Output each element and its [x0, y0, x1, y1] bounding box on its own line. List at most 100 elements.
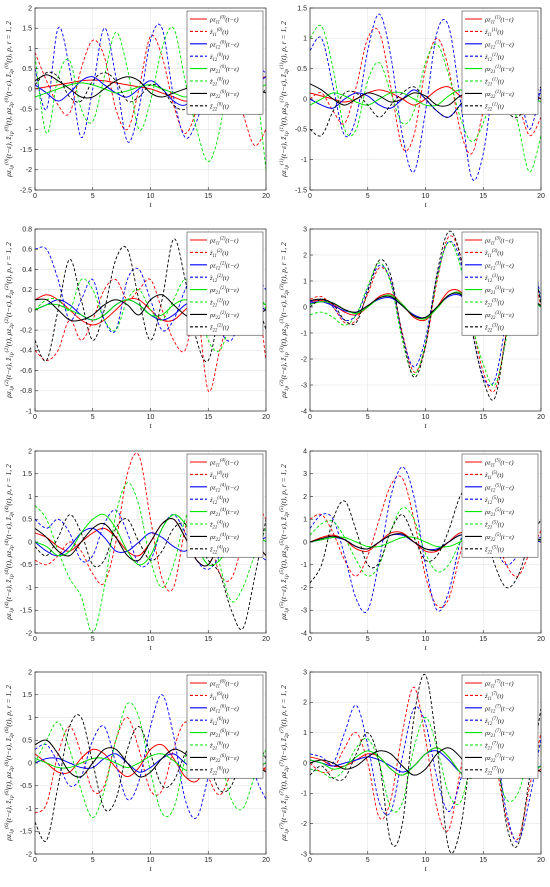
legend-entry: ρz12​(1)​(t−ε): [484, 40, 514, 50]
legend-entry: ρz21​(5)​(t−ε): [484, 508, 514, 518]
x-tick-label: 10: [147, 857, 155, 864]
y-axis-label: ρz1p​(1)​(t−ε), z̃1p​(1)​(t), ρz2p​(1)​(…: [278, 21, 290, 178]
legend-entry: ρz11​(1)​(t−ε): [484, 16, 514, 26]
x-tick-label: 5: [366, 414, 370, 421]
y-tick-label: -2: [301, 821, 307, 828]
x-tick-label: 10: [147, 414, 155, 421]
x-tick-label: 10: [422, 636, 430, 643]
x-tick-label: 0: [308, 636, 312, 643]
legend-entry: ρz21​(6)​(t−ε): [209, 729, 239, 739]
y-tick-label: 4: [303, 448, 307, 455]
legend: ρz11​(4)​(t−ε) z̃11​(4)​(t) ρz12​(4)​(t−ε)…: [186, 453, 264, 558]
x-tick-label: 10: [147, 193, 155, 200]
x-axis-label: t: [149, 864, 152, 873]
legend-entry: z̃22​(5)​(t): [484, 545, 504, 555]
legend-entry: z̃21​(0)​(t): [209, 78, 229, 88]
legend-entry: ρz22​(7)​(t−ε): [484, 754, 514, 764]
y-tick-label: -1: [26, 806, 32, 813]
y-tick-label: 2: [303, 494, 307, 501]
y-tick-label: 0.5: [22, 66, 32, 73]
x-tick-label: 5: [366, 636, 370, 643]
x-axis-label: t: [149, 421, 152, 430]
y-axis-label: ρz1p​(2)​(t−ε), z̃1p​(2)​(t), ρz2p​(2)​(…: [3, 242, 15, 399]
series-line-7: [310, 483, 541, 589]
y-tick-label: -2: [301, 356, 307, 363]
y-tick-label: 1: [303, 36, 307, 43]
x-axis-label: t: [149, 643, 152, 652]
x-tick-label: 0: [33, 414, 37, 421]
y-tick-label: -3: [301, 382, 307, 389]
legend-entry: ρz21​(3)​(t−ε): [484, 286, 514, 296]
y-axis-label: ρz1p​(6)​(t−ε), z̃1p​(6)​(t), ρz2p​(6)​(…: [3, 685, 15, 842]
x-tick-label: 0: [308, 414, 312, 421]
y-tick-label: -2: [26, 167, 32, 174]
series-line-7: [310, 230, 541, 401]
legend-entry: z̃12​(2)​(t): [209, 274, 229, 284]
y-axis-label: ρz1p​(4)​(t−ε), z̃1p​(4)​(t), ρz2p​(4)​(…: [3, 464, 15, 621]
x-tick-label: 20: [262, 414, 270, 421]
x-tick-label: 20: [537, 636, 545, 643]
legend-entry: z̃22​(7)​(t): [484, 766, 504, 776]
y-tick-label: -1: [301, 562, 307, 569]
legend-box: [186, 453, 264, 558]
y-tick-label: -1: [301, 330, 307, 337]
x-axis-label: t: [424, 643, 427, 652]
y-tick-label: 0: [28, 86, 32, 93]
y-tick-label: 2: [28, 669, 32, 676]
legend-entry: ρz12​(2)​(t−ε): [209, 261, 239, 271]
y-tick-label: 0: [303, 760, 307, 767]
x-tick-label: 5: [366, 857, 370, 864]
y-tick-label: -2.5: [20, 187, 32, 194]
legend-entry: ρz21​(7)​(t−ε): [484, 729, 514, 739]
legend: ρz11​(6)​(t−ε) z̃11​(6)​(t) ρz12​(6)​(t−ε)…: [186, 674, 264, 779]
legend-entry: z̃21​(4)​(t): [209, 521, 229, 531]
y-tick-label: 1.5: [22, 471, 32, 478]
y-tick-label: -0.2: [20, 328, 32, 335]
y-tick-label: -0.5: [20, 783, 32, 790]
y-tick-label: -3: [301, 608, 307, 615]
x-axis-label: t: [424, 864, 427, 873]
legend: ρz11​(3)​(t−ε) z̃11​(3)​(t) ρz12​(3)​(t−ε)…: [461, 231, 539, 336]
x-tick-label: 0: [33, 193, 37, 200]
y-tick-label: -2: [301, 585, 307, 592]
legend-entry: z̃12​(3)​(t): [484, 274, 504, 284]
chart-panel-7: 0 5 10 15 20 -3 -2 -1 0 1 2 3 t ρz1p​(7)​(t−ε), z̃1p​…: [278, 669, 545, 873]
legend-entry: ρz12​(3)​(t−ε): [484, 261, 514, 271]
legend-entry: ρz22​(5)​(t−ε): [484, 533, 514, 543]
y-tick-label: 2: [28, 448, 32, 455]
legend-entry: z̃21​(3)​(t): [484, 299, 504, 309]
x-tick-label: 20: [262, 193, 270, 200]
legend-entry: ρz11​(5)​(t−ε): [484, 459, 514, 469]
x-tick-label: 15: [204, 636, 212, 643]
y-tick-label: -0.4: [20, 348, 32, 355]
y-tick-label: 1: [303, 517, 307, 524]
legend-entry: z̃11​(1)​(t): [484, 28, 503, 38]
legend: ρz11​(7)​(t−ε) z̃11​(7)​(t) ρz12​(7)​(t−ε)…: [461, 674, 539, 779]
x-tick-label: 20: [537, 857, 545, 864]
y-tick-label: 1: [28, 494, 32, 501]
series-line-3: [310, 466, 541, 613]
legend-entry: z̃12​(5)​(t): [484, 496, 504, 506]
y-tick-label: -1: [301, 791, 307, 798]
series-line-1: [310, 475, 541, 608]
legend-entry: ρz21​(1)​(t−ε): [484, 65, 514, 75]
series-line-7: [35, 714, 266, 842]
x-tick-label: 15: [204, 857, 212, 864]
x-axis-label: t: [424, 421, 427, 430]
y-tick-label: 0.5: [297, 66, 307, 73]
y-tick-label: -2: [26, 630, 32, 637]
y-tick-label: -1: [26, 585, 32, 592]
y-tick-label: 1.5: [22, 692, 32, 699]
x-tick-label: 0: [33, 857, 37, 864]
y-tick-label: 0: [28, 307, 32, 314]
y-tick-label: 2: [303, 700, 307, 707]
x-tick-label: 15: [479, 857, 487, 864]
y-tick-label: -1.5: [20, 147, 32, 154]
x-tick-label: 10: [422, 414, 430, 421]
legend-entry: ρz12​(6)​(t−ε): [209, 704, 239, 714]
series-line-3: [310, 241, 541, 386]
series-line-7: [310, 673, 541, 854]
legend-entry: z̃12​(4)​(t): [209, 496, 229, 506]
y-tick-label: 0: [303, 539, 307, 546]
legend-entry: z̃21​(1)​(t): [484, 78, 504, 88]
